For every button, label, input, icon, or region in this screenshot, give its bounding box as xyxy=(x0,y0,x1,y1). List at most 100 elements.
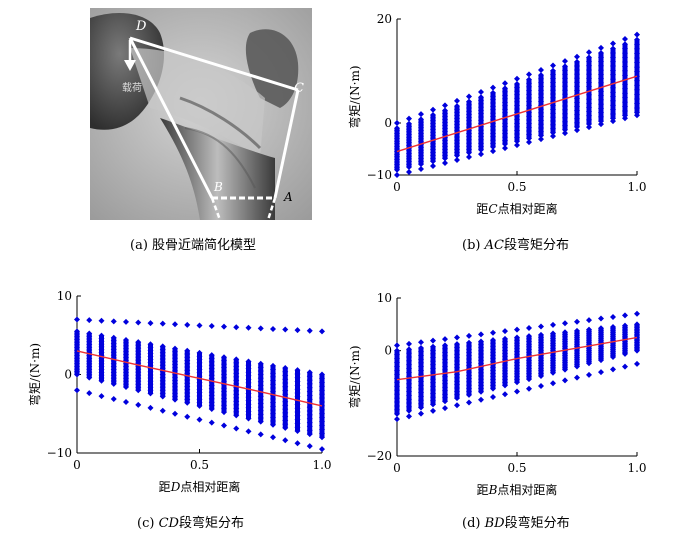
data-point xyxy=(123,336,129,343)
data-point xyxy=(478,376,484,383)
data-point xyxy=(245,358,252,365)
data-point xyxy=(634,64,640,71)
data-point xyxy=(514,131,520,138)
greater-trochanter xyxy=(245,29,299,108)
data-point xyxy=(574,123,580,130)
data-point xyxy=(294,393,301,400)
caption-d-suffix: 段弯矩分布 xyxy=(504,516,570,531)
data-point xyxy=(196,373,203,380)
data-point xyxy=(394,395,400,402)
outlier-point xyxy=(466,154,472,161)
data-point xyxy=(634,55,640,61)
data-point xyxy=(466,391,472,398)
data-point xyxy=(221,361,227,368)
data-point xyxy=(159,374,166,381)
outlier-point xyxy=(634,112,640,119)
outlier-point xyxy=(306,327,313,334)
outlier-point xyxy=(538,323,544,330)
data-point xyxy=(442,398,448,405)
data-point xyxy=(478,341,484,348)
data-point xyxy=(406,388,412,395)
data-point xyxy=(184,377,191,384)
data-point xyxy=(538,121,544,128)
data-point xyxy=(622,54,628,61)
data-point xyxy=(502,102,508,109)
data-point xyxy=(147,341,154,348)
data-point xyxy=(257,400,264,407)
data-point xyxy=(442,394,448,401)
data-point xyxy=(502,123,508,130)
outlier-point xyxy=(562,130,568,137)
outlier-point xyxy=(454,157,460,164)
data-point xyxy=(514,123,520,130)
caption-d-prefix: (d) xyxy=(462,516,485,531)
data-point xyxy=(257,418,264,425)
data-point xyxy=(574,95,580,102)
outlier-point xyxy=(622,312,628,319)
data-point xyxy=(319,375,325,382)
outlier-point xyxy=(172,410,178,417)
data-point xyxy=(196,369,203,376)
data-point xyxy=(454,152,460,159)
outlier-point xyxy=(466,332,472,339)
data-point xyxy=(634,45,640,52)
outlier-point xyxy=(514,142,520,149)
data-point xyxy=(257,414,264,421)
x-axis-label: 距C点相对距离 xyxy=(476,201,557,215)
data-point xyxy=(466,105,472,112)
data-point xyxy=(466,133,472,140)
data-point xyxy=(514,138,520,145)
data-point xyxy=(454,112,460,119)
x-tick-label: 0 xyxy=(393,180,401,194)
data-point xyxy=(418,348,424,355)
data-point xyxy=(586,75,592,82)
data-point xyxy=(598,71,604,78)
data-point xyxy=(598,75,604,82)
data-point xyxy=(562,63,568,70)
data-point xyxy=(598,101,604,108)
outlier-point xyxy=(622,363,628,370)
data-point xyxy=(184,364,191,371)
x-tick-label: 1.0 xyxy=(627,180,646,194)
data-point xyxy=(147,353,154,360)
data-point xyxy=(586,326,592,333)
outlier-point xyxy=(490,148,496,155)
point-label-c: C xyxy=(294,81,304,96)
data-point xyxy=(172,358,178,365)
data-point xyxy=(490,99,496,106)
data-point xyxy=(406,407,412,414)
data-point xyxy=(598,79,604,86)
force-label: 载荷 xyxy=(122,82,142,94)
y-tick-label: 0 xyxy=(64,368,72,382)
data-point xyxy=(406,354,412,361)
outlier-point xyxy=(550,321,556,328)
data-point xyxy=(442,359,448,366)
outlier-point xyxy=(406,413,412,420)
caption-c-suffix: 段弯矩分布 xyxy=(178,516,244,531)
data-point xyxy=(490,127,496,134)
data-point xyxy=(490,355,496,362)
data-point xyxy=(490,382,496,389)
data-point xyxy=(184,399,191,406)
data-point xyxy=(257,407,264,414)
data-point xyxy=(294,405,301,412)
data-point xyxy=(394,387,400,394)
data-point xyxy=(270,370,276,377)
data-point xyxy=(478,388,484,395)
data-point xyxy=(526,83,532,90)
outlier-point xyxy=(233,324,240,331)
data-point xyxy=(135,378,142,385)
data-point xyxy=(490,89,496,96)
caption-d-segment: BD xyxy=(484,516,505,531)
data-point xyxy=(634,59,640,66)
data-point xyxy=(245,369,252,376)
data-point xyxy=(454,378,460,385)
data-point xyxy=(257,404,264,411)
data-point xyxy=(514,334,520,341)
data-point xyxy=(622,50,628,57)
data-point xyxy=(562,83,568,90)
data-point xyxy=(270,399,276,406)
data-point xyxy=(454,109,460,116)
outlier-point xyxy=(270,434,276,441)
data-point xyxy=(562,106,568,113)
